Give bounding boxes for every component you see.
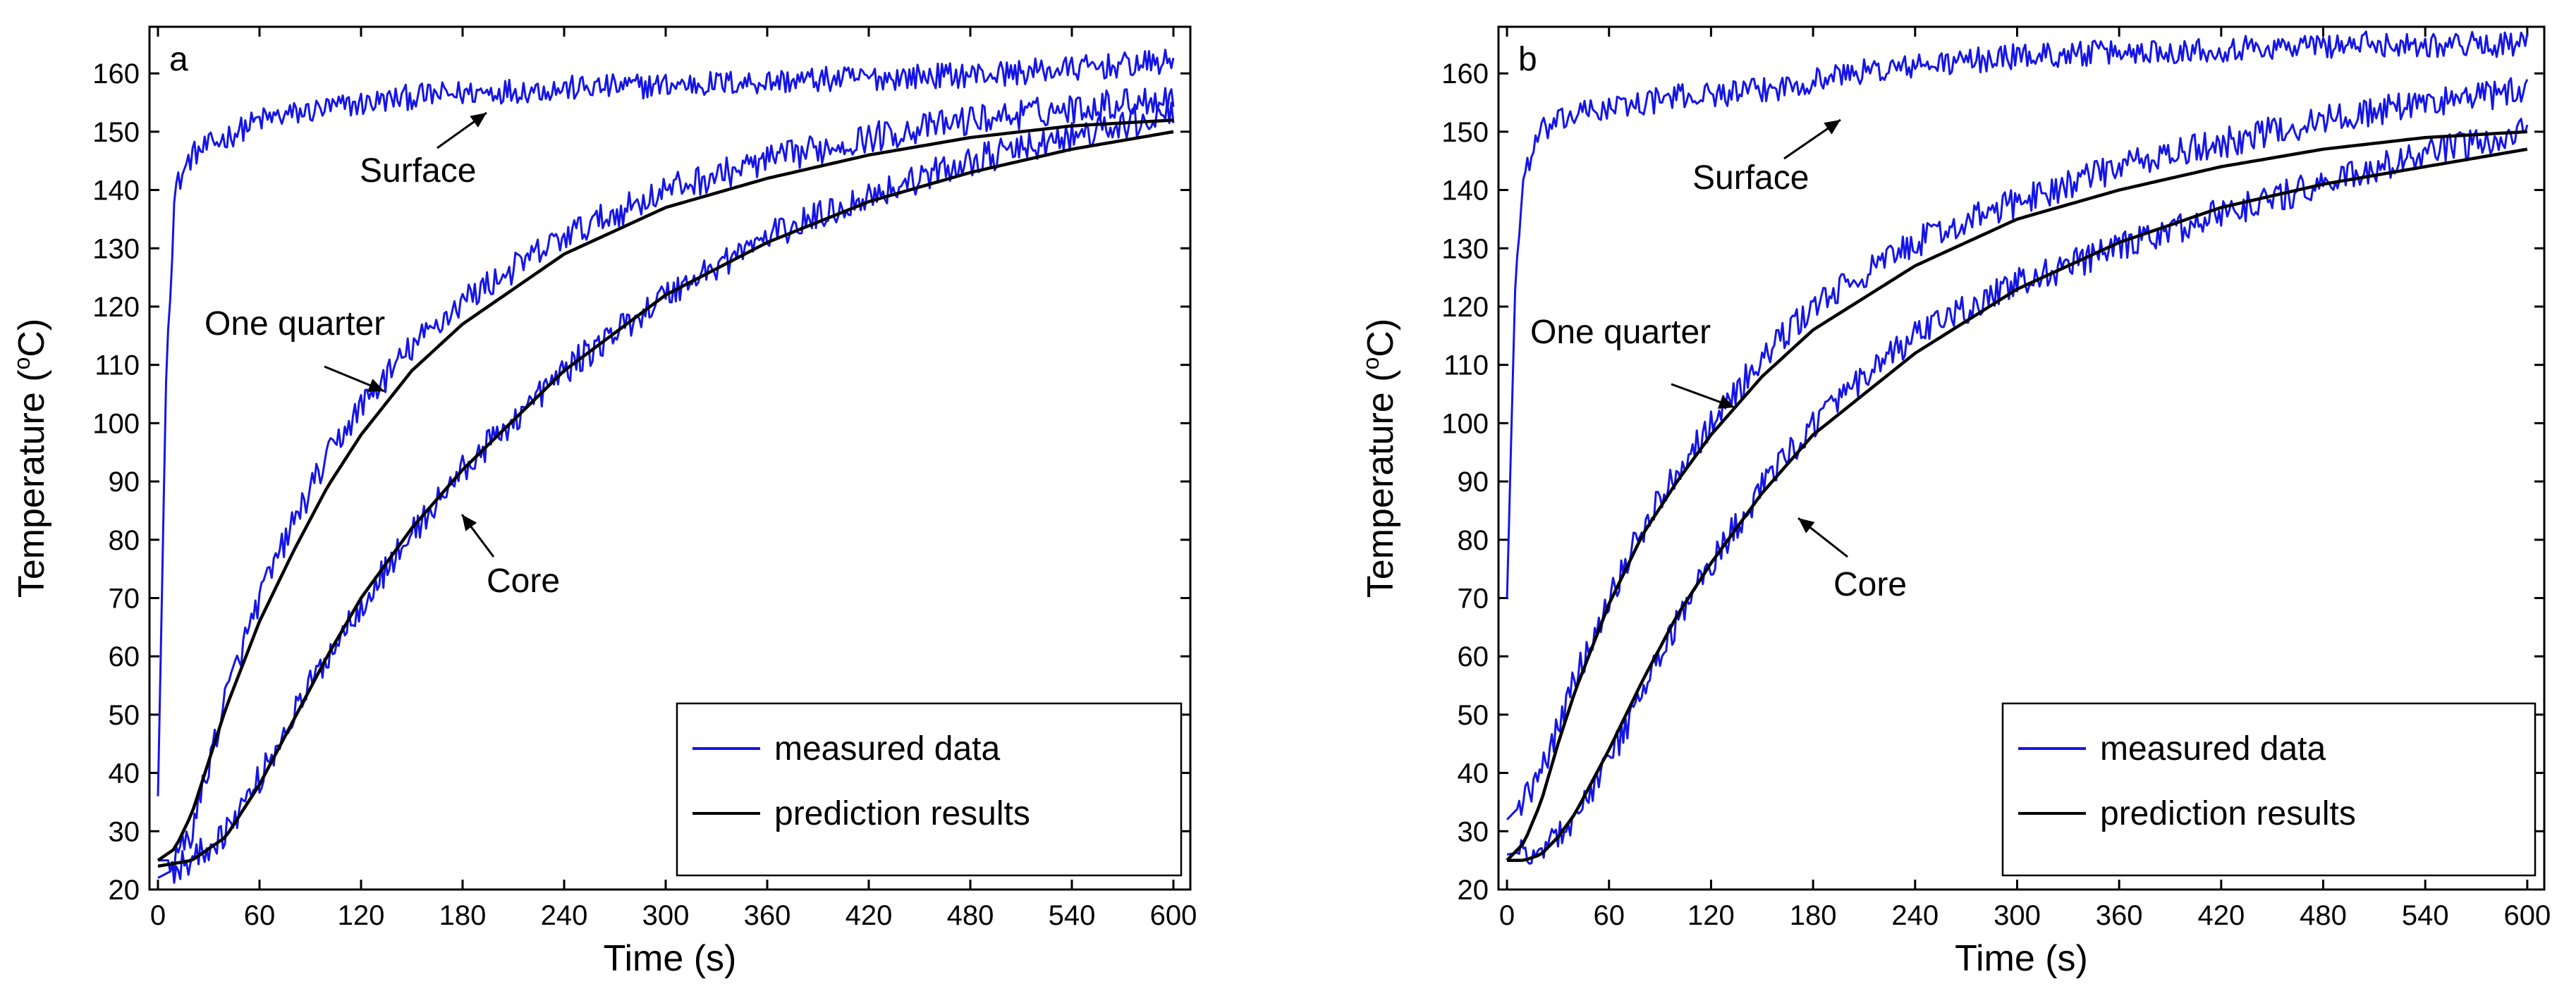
- x-tick-label: 300: [1994, 900, 2041, 931]
- arrowhead-icon: [367, 379, 384, 392]
- y-tick-label: 100: [92, 408, 140, 439]
- panel-letter: b: [1518, 41, 1537, 78]
- x-tick-label: 540: [2402, 900, 2449, 931]
- y-tick-label: 130: [92, 233, 140, 264]
- x-tick-label: 180: [439, 900, 487, 931]
- y-tick-label: 150: [1441, 117, 1489, 148]
- y-tick-label: 60: [109, 641, 140, 672]
- legend-entry: measured data: [2100, 730, 2326, 768]
- arrowhead-icon: [470, 113, 487, 128]
- measured-surface-line: [1506, 30, 2529, 598]
- y-tick-label: 60: [1458, 641, 1489, 672]
- y-tick-label: 120: [92, 292, 140, 323]
- legend-entry: measured data: [774, 730, 1001, 768]
- measured-surface-line: [157, 49, 1175, 796]
- x-tick-label: 60: [1593, 900, 1625, 931]
- x-tick-label: 300: [642, 900, 690, 931]
- x-tick-label: 360: [744, 900, 791, 931]
- y-tick-label: 130: [1441, 233, 1489, 264]
- arrowhead-icon: [462, 515, 477, 531]
- x-tick-label: 420: [2197, 900, 2245, 931]
- annotation-core: Core: [487, 562, 560, 600]
- measured-one-quarter-line: [158, 87, 1175, 873]
- legend: measured data prediction results: [2001, 702, 2537, 877]
- y-tick-label: 160: [1441, 59, 1489, 90]
- y-tick-label: 90: [109, 467, 140, 498]
- x-tick-label: 60: [244, 900, 276, 931]
- y-tick-label: 160: [92, 59, 140, 90]
- y-tick-label: 50: [109, 700, 140, 731]
- x-tick-label: 480: [947, 900, 994, 931]
- measured-core-line: [157, 100, 1175, 884]
- y-tick-label: 30: [1458, 816, 1489, 847]
- legend-entry: prediction results: [2100, 795, 2356, 832]
- chart-panel-a: 0 60 120 180 240 300 360 420 480 540 600 20 30 40 50 60…: [9, 25, 1197, 979]
- y-tick-label: 150: [92, 117, 140, 148]
- legend-box: [2001, 702, 2537, 877]
- legend-box: [676, 702, 1183, 877]
- series-group: [1506, 30, 2529, 865]
- prediction-core-line: [157, 130, 1174, 868]
- legend-entry: prediction results: [774, 795, 1030, 832]
- x-tick-label: 480: [2300, 900, 2347, 931]
- y-tick-label: 140: [92, 176, 140, 207]
- x-tick-label: 120: [1687, 900, 1735, 931]
- chart-panel-b: 0 60 120 180 240 300 360 420 480 540 600 20 30 40 50 60…: [1358, 25, 2551, 979]
- annotation-surface: Surface: [360, 152, 476, 190]
- x-tick-label: 0: [1499, 900, 1515, 931]
- y-tick-label: 80: [1458, 525, 1489, 556]
- x-tick-label: 0: [150, 900, 166, 931]
- plot-frame: [148, 25, 1192, 891]
- x-tick-label: 180: [1790, 900, 1837, 931]
- x-axis-label: Time (s): [1955, 938, 2088, 979]
- annotation-core: Core: [1833, 566, 1907, 603]
- x-tick-label: 600: [1150, 900, 1197, 931]
- y-tick-label: 40: [1458, 758, 1489, 789]
- y-tick-label: 120: [1441, 292, 1489, 323]
- y-tick-label: 20: [1458, 875, 1489, 906]
- annotation-surface: Surface: [1692, 159, 1809, 197]
- y-axis-label: Temperature (oC): [1358, 319, 1401, 598]
- panel-letter: a: [169, 41, 188, 78]
- arrowhead-icon: [1824, 120, 1841, 135]
- measured-one-quarter-line: [1506, 77, 2529, 820]
- series-group: [157, 49, 1175, 884]
- arrowhead-icon: [1717, 395, 1735, 409]
- y-tick-label: 140: [1441, 176, 1489, 207]
- y-tick-label: 100: [1441, 408, 1489, 439]
- y-tick-label: 80: [109, 525, 140, 556]
- legend: measured data prediction results: [676, 702, 1183, 877]
- y-tick-label: 40: [109, 758, 140, 789]
- prediction-one-quarter-line: [1506, 130, 2528, 862]
- y-tick-label: 50: [1458, 700, 1489, 731]
- y-tick-label: 110: [94, 350, 140, 381]
- annotation-quarter: One quarter: [205, 305, 385, 343]
- prediction-core-line: [1507, 147, 2528, 862]
- prediction-one-quarter-line: [157, 118, 1174, 862]
- x-axis-label: Time (s): [604, 938, 737, 979]
- annotation-quarter: One quarter: [1530, 314, 1711, 351]
- y-axis-label: Temperature (oC): [9, 319, 52, 598]
- x-tick-label: 540: [1049, 900, 1096, 931]
- x-tick-label: 600: [2504, 900, 2551, 931]
- arrowhead-icon: [1798, 518, 1815, 534]
- y-tick-label: 20: [109, 875, 140, 906]
- y-tick-label: 110: [1443, 350, 1489, 381]
- x-tick-label: 240: [1891, 900, 1939, 931]
- y-tick-label: 90: [1458, 467, 1489, 498]
- y-tick-label: 70: [1458, 583, 1489, 614]
- x-tick-label: 240: [541, 900, 588, 931]
- y-tick-label: 70: [109, 583, 140, 614]
- plot-frame: [1497, 25, 2546, 891]
- y-tick-label: 30: [109, 816, 140, 847]
- x-tick-label: 420: [846, 900, 893, 931]
- x-tick-label: 120: [338, 900, 385, 931]
- x-tick-label: 360: [2096, 900, 2143, 931]
